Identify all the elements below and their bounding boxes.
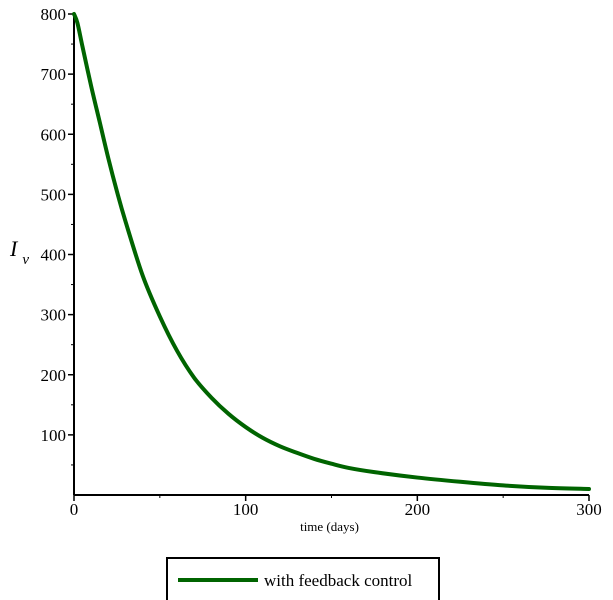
legend: with feedback control (166, 557, 440, 600)
y-tick-label: 400 (41, 246, 67, 265)
y-tick-label: 700 (41, 65, 67, 84)
x-tick-label: 0 (70, 500, 79, 519)
y-tick-label: 600 (41, 125, 67, 144)
y-tick-label: 800 (41, 5, 67, 24)
y-tick-label: 300 (41, 306, 67, 325)
legend-label: with feedback control (264, 571, 412, 590)
series-line-0 (72, 12, 591, 491)
ticks: 100 200 300 400 500 600 700 800 0 100 200 300 (41, 5, 602, 519)
x-axis-label: time (days) (300, 519, 359, 534)
series-layer (72, 12, 591, 491)
x-tick-label: 100 (233, 500, 259, 519)
x-tick-label: 300 (576, 500, 602, 519)
y-axis-label: I v (9, 236, 29, 268)
y-axis-label-main: I (9, 236, 19, 261)
y-tick-label: 500 (41, 185, 67, 204)
y-tick-label: 200 (41, 366, 67, 385)
axes (73, 14, 589, 496)
x-tick-label: 200 (405, 500, 431, 519)
y-tick-label: 100 (41, 426, 67, 445)
y-axis-label-sub: v (22, 252, 29, 268)
